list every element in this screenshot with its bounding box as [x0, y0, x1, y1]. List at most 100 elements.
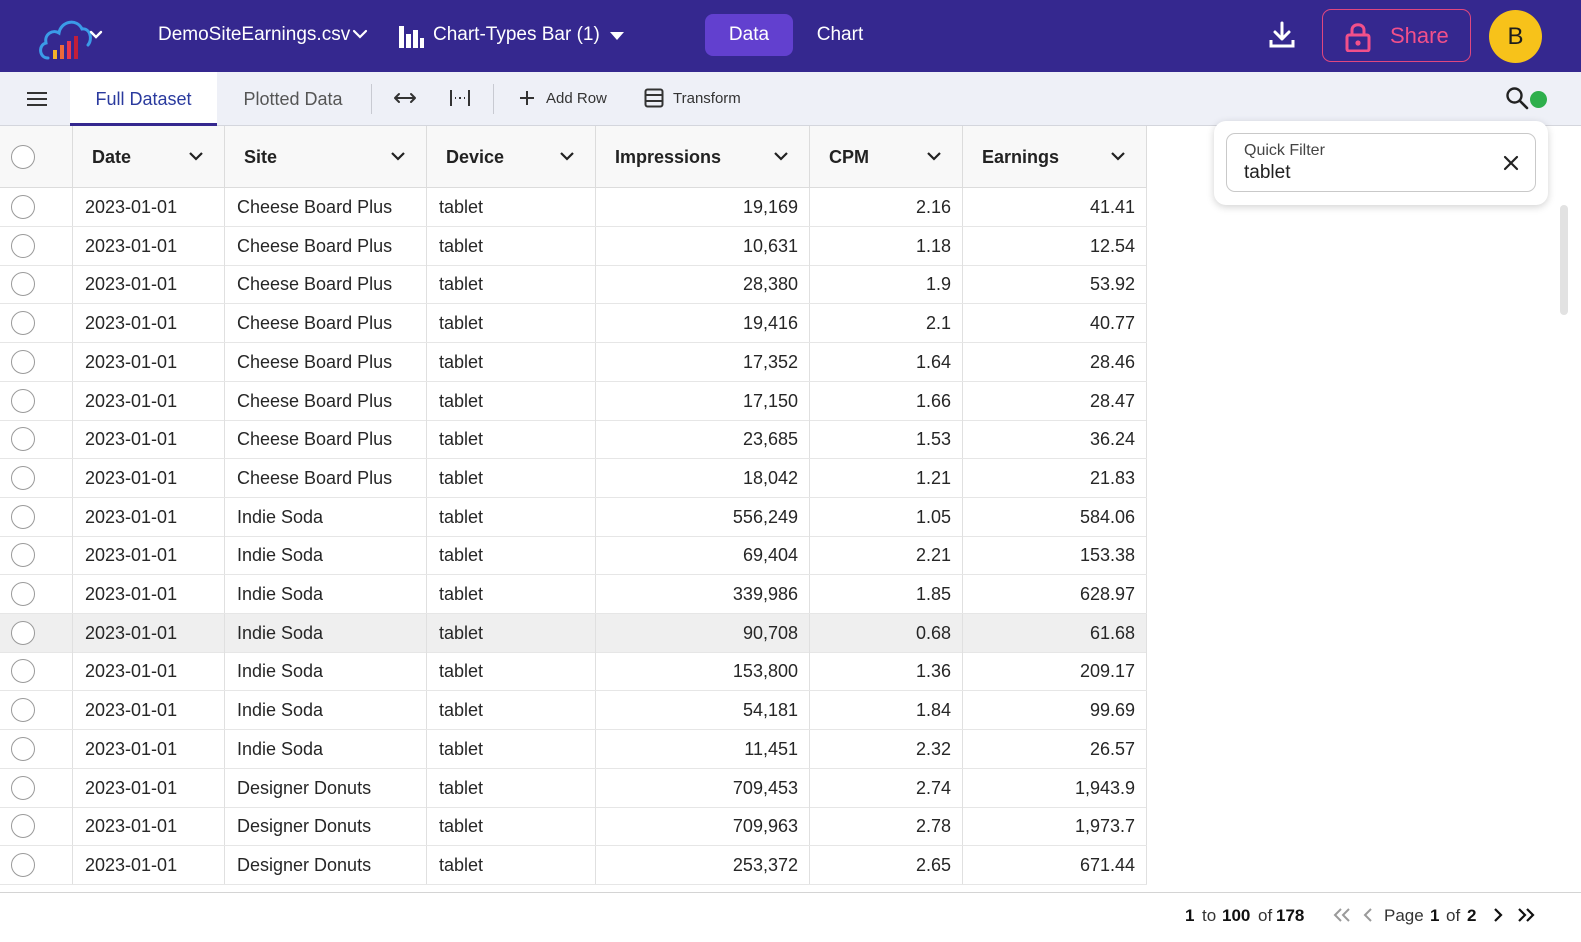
- cell-date[interactable]: 2023-01-01: [73, 381, 225, 420]
- cell-cpm[interactable]: 1.9: [810, 265, 963, 304]
- cell-earnings[interactable]: 671.44: [963, 845, 1147, 884]
- cell-earnings[interactable]: 53.92: [963, 265, 1147, 304]
- cell-earnings[interactable]: 584.06: [963, 497, 1147, 536]
- chevron-down-icon[interactable]: [773, 150, 789, 162]
- cell-device[interactable]: tablet: [427, 691, 596, 730]
- column-header-impressions[interactable]: Impressions: [596, 126, 810, 188]
- cell-site[interactable]: Cheese Board Plus: [225, 458, 427, 497]
- cell-cpm[interactable]: 0.68: [810, 613, 963, 652]
- cell-date[interactable]: 2023-01-01: [73, 691, 225, 730]
- cell-impressions[interactable]: 556,249: [596, 497, 810, 536]
- cell-impressions[interactable]: 90,708: [596, 613, 810, 652]
- share-button[interactable]: Share: [1322, 9, 1471, 62]
- search-icon[interactable]: [1505, 86, 1529, 110]
- cell-cpm[interactable]: 2.74: [810, 768, 963, 807]
- close-icon[interactable]: [1501, 153, 1521, 173]
- cell-date[interactable]: 2023-01-01: [73, 536, 225, 575]
- row-checkbox[interactable]: [11, 388, 35, 413]
- table-row[interactable]: 2023-01-01 Cheese Board Plus tablet 18,042 1…: [0, 458, 1147, 498]
- cell-date[interactable]: 2023-01-01: [73, 652, 225, 691]
- cell-impressions[interactable]: 709,963: [596, 807, 810, 846]
- cell-site[interactable]: Cheese Board Plus: [225, 226, 427, 265]
- cell-impressions[interactable]: 10,631: [596, 226, 810, 265]
- table-row[interactable]: 2023-01-01 Cheese Board Plus tablet 23,685 1…: [0, 420, 1147, 460]
- cell-device[interactable]: tablet: [427, 729, 596, 768]
- cell-date[interactable]: 2023-01-01: [73, 729, 225, 768]
- row-checkbox[interactable]: [11, 736, 35, 761]
- cell-impressions[interactable]: 339,986: [596, 575, 810, 613]
- cell-cpm[interactable]: 1.36: [810, 652, 963, 691]
- chevron-down-icon[interactable]: [1110, 150, 1126, 162]
- cell-impressions[interactable]: 709,453: [596, 768, 810, 807]
- cell-date[interactable]: 2023-01-01: [73, 342, 225, 381]
- cell-earnings[interactable]: 99.69: [963, 691, 1147, 730]
- cell-site[interactable]: Designer Donuts: [225, 807, 427, 846]
- row-checkbox[interactable]: [11, 233, 35, 258]
- cell-cpm[interactable]: 1.21: [810, 458, 963, 497]
- cell-date[interactable]: 2023-01-01: [73, 226, 225, 265]
- cell-date[interactable]: 2023-01-01: [73, 807, 225, 846]
- cell-earnings[interactable]: 12.54: [963, 226, 1147, 265]
- plus-icon[interactable]: [519, 90, 535, 106]
- cell-cpm[interactable]: 1.66: [810, 381, 963, 420]
- cell-site[interactable]: Indie Soda: [225, 729, 427, 768]
- cell-earnings[interactable]: 36.24: [963, 420, 1147, 459]
- chevron-down-icon[interactable]: [352, 28, 368, 40]
- table-row[interactable]: 2023-01-01 Indie Soda tablet 54,181 1.84 99.6…: [0, 691, 1147, 731]
- row-checkbox[interactable]: [11, 620, 35, 645]
- row-checkbox[interactable]: [11, 543, 35, 568]
- table-row[interactable]: 2023-01-01 Designer Donuts tablet 709,453 2.…: [0, 768, 1147, 808]
- quick-filter-value[interactable]: tablet: [1244, 162, 1291, 183]
- cell-impressions[interactable]: 17,352: [596, 342, 810, 381]
- cell-device[interactable]: tablet: [427, 807, 596, 846]
- column-header-site[interactable]: Site: [225, 126, 427, 188]
- download-icon[interactable]: [1267, 20, 1297, 50]
- cell-cpm[interactable]: 2.65: [810, 845, 963, 884]
- column-header-cpm[interactable]: CPM: [810, 126, 963, 188]
- tab-full-dataset[interactable]: Full Dataset: [70, 72, 217, 126]
- cell-site[interactable]: Cheese Board Plus: [225, 420, 427, 459]
- cell-date[interactable]: 2023-01-01: [73, 265, 225, 304]
- column-header-earnings[interactable]: Earnings: [963, 126, 1147, 188]
- hamburger-menu-icon[interactable]: [27, 91, 47, 107]
- row-checkbox[interactable]: [11, 775, 35, 800]
- cell-device[interactable]: tablet: [427, 226, 596, 265]
- cell-site[interactable]: Cheese Board Plus: [225, 304, 427, 343]
- table-row[interactable]: 2023-01-01 Cheese Board Plus tablet 17,352 1…: [0, 342, 1147, 382]
- chevron-down-icon[interactable]: [390, 150, 406, 162]
- cell-site[interactable]: Designer Donuts: [225, 845, 427, 884]
- cell-device[interactable]: tablet: [427, 768, 596, 807]
- cell-earnings[interactable]: 628.97: [963, 575, 1147, 613]
- cell-device[interactable]: tablet: [427, 458, 596, 497]
- cell-earnings[interactable]: 1,973.7: [963, 807, 1147, 846]
- table-row[interactable]: 2023-01-01 Designer Donuts tablet 709,963 2.…: [0, 807, 1147, 847]
- row-checkbox[interactable]: [11, 582, 35, 606]
- row-checkbox[interactable]: [11, 195, 35, 219]
- table-row[interactable]: 2023-01-01 Indie Soda tablet 339,986 1.85 628…: [0, 575, 1147, 614]
- table-row[interactable]: 2023-01-01 Designer Donuts tablet 253,372 2.…: [0, 845, 1147, 885]
- cell-cpm[interactable]: 2.1: [810, 304, 963, 343]
- file-selector[interactable]: DemoSiteEarnings.csv: [158, 24, 351, 45]
- cell-device[interactable]: tablet: [427, 536, 596, 575]
- previous-page-icon[interactable]: [1362, 906, 1374, 924]
- table-row[interactable]: 2023-01-01 Indie Soda tablet 153,800 1.36 209…: [0, 652, 1147, 692]
- next-page-icon[interactable]: [1492, 906, 1504, 924]
- row-checkbox[interactable]: [11, 659, 35, 684]
- cell-cpm[interactable]: 1.85: [810, 575, 963, 613]
- cell-date[interactable]: 2023-01-01: [73, 845, 225, 884]
- cell-earnings[interactable]: 40.77: [963, 304, 1147, 343]
- last-page-icon[interactable]: [1516, 906, 1536, 924]
- cell-site[interactable]: Indie Soda: [225, 652, 427, 691]
- row-checkbox[interactable]: [11, 427, 35, 452]
- cell-cpm[interactable]: 1.53: [810, 420, 963, 459]
- cell-device[interactable]: tablet: [427, 342, 596, 381]
- caret-down-icon[interactable]: [609, 31, 625, 41]
- cell-site[interactable]: Indie Soda: [225, 691, 427, 730]
- cell-earnings[interactable]: 28.46: [963, 342, 1147, 381]
- cell-site[interactable]: Cheese Board Plus: [225, 342, 427, 381]
- cell-impressions[interactable]: 11,451: [596, 729, 810, 768]
- avatar[interactable]: B: [1489, 10, 1542, 63]
- table-row[interactable]: 2023-01-01 Indie Soda tablet 69,404 2.21 153.…: [0, 536, 1147, 576]
- cell-impressions[interactable]: 153,800: [596, 652, 810, 691]
- transform-button[interactable]: Transform: [673, 90, 741, 107]
